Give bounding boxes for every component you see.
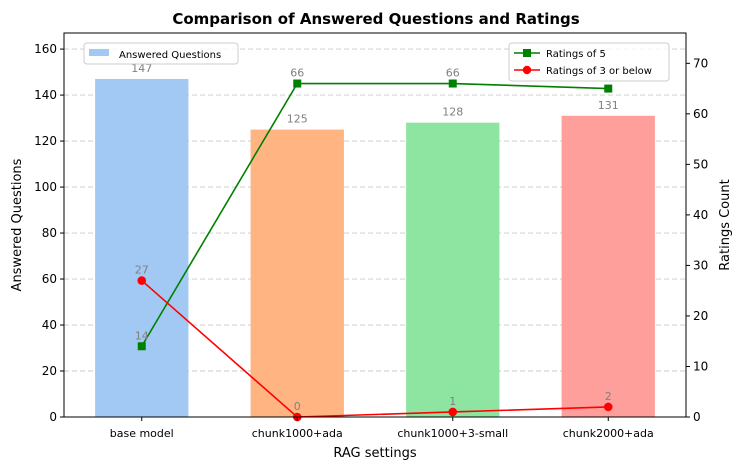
plot-frame <box>63 32 687 418</box>
line-point-circle <box>137 276 147 285</box>
legend-line-3-label: Ratings of 3 or below <box>546 66 652 77</box>
line-point-square <box>448 79 457 88</box>
y-tick-label: 40 <box>42 318 57 332</box>
y2-tick-label: 60 <box>693 107 708 121</box>
y-tick-label: 120 <box>34 134 57 148</box>
bar <box>406 122 500 418</box>
bar-labels: 147 125 128 131 <box>131 62 619 126</box>
y2-tick-label: 20 <box>693 309 708 323</box>
y2-tick-label: 30 <box>693 258 708 272</box>
legend-bars: Answered Questions <box>83 42 239 65</box>
x-tick-label: chunk1000+3-small <box>397 427 508 440</box>
line-value-label: 2 <box>605 390 612 403</box>
y2-tick-label: 0 <box>693 410 701 424</box>
line-value-label: 27 <box>135 264 149 277</box>
line-point-square <box>293 79 302 88</box>
legend-bars-swatch <box>89 49 109 56</box>
bar <box>561 115 655 417</box>
bar <box>95 78 189 417</box>
line-point-square <box>604 84 613 93</box>
bar-value-label: 125 <box>287 113 308 126</box>
line-point-square <box>137 342 146 351</box>
line-value-label: 1 <box>449 395 456 408</box>
bar-value-label: 131 <box>598 99 619 112</box>
legend-line-3-marker <box>522 65 532 75</box>
legend-lines: Ratings of 5 Ratings of 3 or below <box>508 42 670 82</box>
legend-line-5-label: Ratings of 5 <box>546 49 606 60</box>
series-line <box>141 279 609 418</box>
y2-tick-label: 70 <box>693 56 708 70</box>
x-tick-label: chunk1000+ada <box>252 427 343 440</box>
line-labels: 14 66 66 27 0 1 2 <box>135 67 612 413</box>
chart-title: Comparison of Answered Questions and Rat… <box>172 10 579 28</box>
x-tick-label: base model <box>110 427 174 440</box>
y2-tick-label: 40 <box>693 208 708 222</box>
legend-lines-box <box>508 42 670 82</box>
line-value-label: 66 <box>446 67 460 80</box>
y-tick-label: 0 <box>49 410 57 424</box>
y2-tick-label: 10 <box>693 359 708 373</box>
legend-bars-box <box>83 42 239 65</box>
bars <box>95 78 655 418</box>
y-tick-label: 20 <box>42 364 57 378</box>
legend-bars-label: Answered Questions <box>119 50 221 61</box>
x-axis-label: RAG settings <box>333 446 416 461</box>
bar-value-label: 147 <box>131 62 152 75</box>
y-axis-right: 0 10 20 30 40 50 60 70 <box>686 56 708 424</box>
y-tick-label: 100 <box>34 180 57 194</box>
bar-value-label: 128 <box>442 106 463 119</box>
x-tick-label: chunk2000+ada <box>563 427 654 440</box>
series-line <box>141 82 609 347</box>
line-value-label: 0 <box>294 400 301 413</box>
line-point-circle <box>448 407 458 417</box>
line-value-label: 14 <box>135 329 149 342</box>
bar <box>250 129 344 418</box>
line-value-label: 66 <box>290 67 304 80</box>
y-axis-label: Answered Questions <box>10 158 25 291</box>
y-axis-left: 0 20 40 60 80 100 120 140 160 <box>34 42 64 424</box>
y2-axis-label: Ratings Count <box>718 179 733 270</box>
y-tick-label: 160 <box>34 42 57 56</box>
y2-tick-label: 50 <box>693 157 708 171</box>
y-tick-label: 60 <box>42 272 57 286</box>
y-tick-label: 140 <box>34 88 57 102</box>
line-point-circle <box>603 402 613 412</box>
lines <box>137 79 613 422</box>
y-tick-label: 80 <box>42 226 57 240</box>
x-axis: base model chunk1000+ada chunk1000+3-small… <box>110 417 654 440</box>
legend-line-5-marker <box>523 49 531 57</box>
